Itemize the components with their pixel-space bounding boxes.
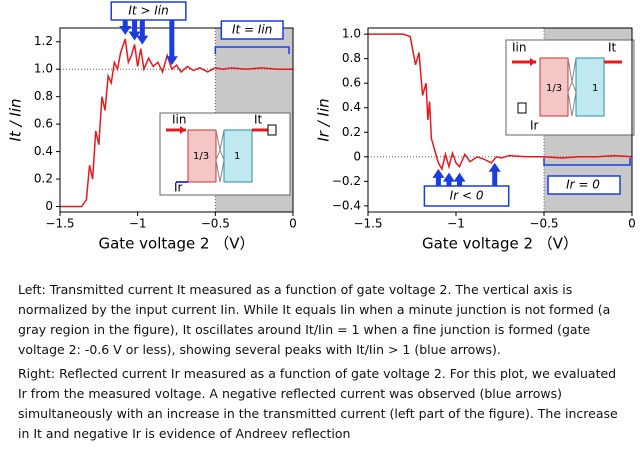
caption: Right: Reflected current Ir measured as … — [18, 366, 618, 441]
annotation: Ir < 0 — [450, 189, 484, 203]
arrow-head — [165, 56, 178, 66]
annotation: Ir = 0 — [566, 178, 600, 192]
y-tick-label: 0.6 — [34, 117, 53, 131]
y-tick-label: 1.2 — [34, 34, 53, 48]
y-tick-label: 0.2 — [342, 125, 361, 139]
plot-frame — [367, 27, 633, 213]
inset-label: 1/3 — [193, 151, 209, 162]
y-tick-label: 0 — [45, 199, 53, 213]
y-tick-label: 1.0 — [34, 62, 53, 76]
inset-label: Ir — [530, 119, 539, 133]
inset-label: Iin — [512, 41, 526, 55]
arrow-head — [119, 25, 132, 35]
annotation-box — [110, 1, 187, 21]
x-tick-label: −0.5 — [529, 217, 558, 231]
arrow-head — [453, 172, 466, 182]
y-tick-label: 0.4 — [34, 144, 53, 158]
x-tick-label: −1.5 — [45, 217, 74, 231]
inset-label: It — [254, 113, 263, 127]
x-tick-label: −1 — [447, 217, 465, 231]
y-tick-label: 0.2 — [34, 172, 53, 186]
arrow-head — [136, 35, 149, 45]
annotation: It > Iin — [128, 4, 168, 18]
inset-label: 1 — [234, 151, 240, 162]
x-tick-label: 0 — [289, 217, 297, 231]
inset-label: 1 — [592, 83, 598, 94]
caption: Left: Transmitted current It measured as… — [18, 282, 611, 357]
y-tick-label: −0.2 — [332, 174, 361, 188]
data-line — [368, 33, 633, 172]
y-tick-label: 1.0 — [342, 27, 361, 41]
y-tick-label: 0 — [353, 149, 361, 163]
plot-frame — [59, 27, 294, 213]
figure: Iin It 1/3 1 Ir −1.5 −1 −0.5 0 0 0.2 0.4 0.6 0.8… — [7, 1, 636, 253]
arrow-head — [432, 168, 445, 178]
inset-diagram: Iin It 1/3 1 Ir — [505, 39, 635, 136]
inset-label: Iin — [172, 113, 186, 127]
arrow-head — [128, 31, 141, 41]
annotation-box — [547, 175, 621, 195]
x-tick-label: −0.5 — [201, 217, 230, 231]
inset-label: 1/3 — [546, 83, 562, 94]
inset-label: It — [608, 41, 617, 55]
y-tick-label: 0.4 — [342, 100, 361, 114]
annotation-box — [423, 185, 510, 207]
x-tick-label: −1 — [129, 217, 147, 231]
x-axis-label: Gate voltage 2 （V） — [98, 235, 254, 253]
data-line — [60, 38, 293, 208]
x-tick-label: −1.5 — [353, 217, 382, 231]
y-tick-label: −0.4 — [332, 198, 361, 212]
x-axis-label: Gate voltage 2 （V） — [422, 235, 578, 253]
annotation-box — [220, 20, 284, 40]
y-axis-label: It / Iin — [7, 99, 25, 142]
y-tick-label: 0.8 — [34, 89, 53, 103]
arrow-head — [442, 172, 455, 182]
bracket — [214, 46, 290, 54]
bracket — [543, 158, 631, 166]
inset-diagram: Iin It 1/3 1 Ir — [159, 112, 291, 196]
y-tick-label: 0.6 — [342, 76, 361, 90]
y-axis-label: Ir / Iin — [315, 98, 333, 141]
y-tick-label: 0.8 — [342, 51, 361, 65]
inset-label: Ir — [174, 181, 183, 195]
x-tick-label: 0 — [628, 217, 636, 231]
arrow-head — [488, 162, 501, 172]
annotation: It = Iin — [232, 23, 272, 37]
